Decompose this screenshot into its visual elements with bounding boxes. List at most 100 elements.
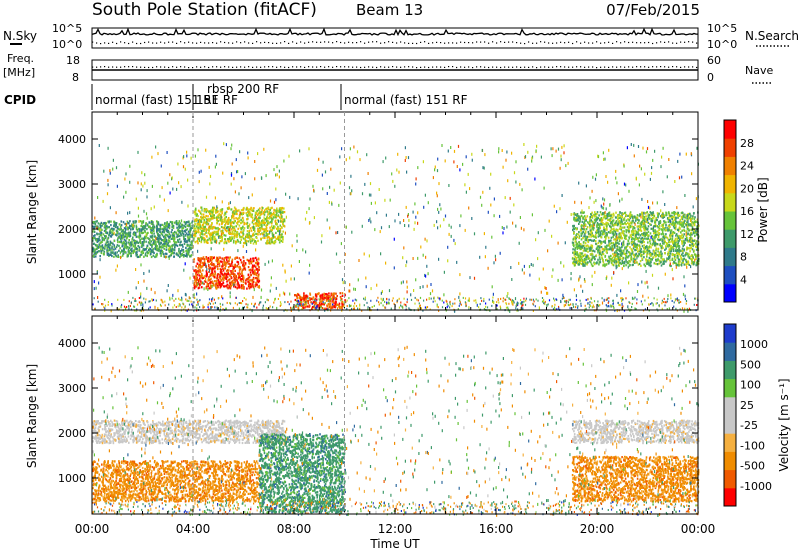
data-cell bbox=[261, 209, 263, 212]
beam-label: Beam 13 bbox=[356, 1, 423, 19]
data-cell bbox=[248, 210, 251, 213]
data-cell bbox=[167, 226, 170, 229]
data-cell bbox=[130, 242, 133, 245]
data-cell bbox=[654, 225, 656, 228]
data-cell bbox=[122, 232, 124, 235]
data-cell bbox=[101, 240, 103, 244]
data-cell bbox=[218, 223, 221, 226]
data-cell bbox=[235, 242, 237, 245]
data-cell bbox=[626, 243, 629, 246]
data-cell bbox=[242, 277, 245, 280]
data-cell bbox=[657, 258, 659, 261]
nsearch-point bbox=[520, 42, 522, 44]
data-cell bbox=[618, 227, 621, 230]
data-cell bbox=[130, 225, 133, 228]
data-cell bbox=[211, 269, 213, 272]
nave-point bbox=[328, 66, 330, 68]
data-cell bbox=[226, 280, 228, 283]
data-cell bbox=[207, 279, 210, 282]
data-cell bbox=[242, 256, 245, 259]
data-cell bbox=[234, 281, 237, 284]
data-cell bbox=[574, 213, 577, 216]
data-cell bbox=[173, 235, 176, 238]
nave-point bbox=[324, 66, 326, 68]
data-cell bbox=[166, 244, 168, 247]
nsearch-point bbox=[112, 41, 114, 43]
data-cell bbox=[232, 232, 234, 235]
data-cell bbox=[602, 240, 605, 243]
data-cell bbox=[646, 211, 648, 214]
nave-point bbox=[500, 66, 502, 69]
data-cell bbox=[207, 238, 209, 241]
data-cell bbox=[631, 264, 634, 267]
data-cell bbox=[327, 296, 330, 299]
data-cell bbox=[645, 259, 648, 262]
nave-point bbox=[168, 66, 170, 69]
nave-point bbox=[396, 66, 398, 68]
data-cell bbox=[199, 234, 201, 237]
nave-point bbox=[468, 66, 470, 68]
data-cell bbox=[118, 235, 120, 238]
data-cell bbox=[92, 225, 94, 228]
data-cell bbox=[186, 239, 188, 242]
data-cell bbox=[692, 250, 695, 253]
data-cell bbox=[341, 292, 344, 295]
data-cell bbox=[107, 252, 110, 255]
data-cell bbox=[186, 255, 188, 258]
data-cell bbox=[161, 243, 164, 246]
nave-point bbox=[308, 66, 310, 68]
nsearch-point bbox=[272, 42, 274, 44]
nave-point bbox=[588, 66, 590, 68]
data-cell bbox=[607, 231, 610, 234]
data-cell bbox=[258, 216, 260, 219]
data-cell bbox=[246, 230, 249, 233]
data-cell bbox=[277, 237, 279, 240]
data-cell bbox=[186, 228, 189, 231]
data-cell bbox=[142, 248, 144, 251]
data-cell bbox=[120, 236, 123, 239]
data-cell bbox=[187, 220, 190, 223]
data-cell bbox=[256, 277, 259, 280]
data-cell bbox=[256, 232, 258, 235]
data-cell bbox=[255, 272, 257, 276]
data-cell bbox=[678, 220, 681, 223]
nsearch-point bbox=[292, 41, 294, 43]
data-cell bbox=[160, 254, 162, 257]
data-cell bbox=[92, 247, 94, 251]
data-cell bbox=[148, 225, 151, 229]
data-cell bbox=[118, 232, 120, 235]
data-cell bbox=[176, 244, 179, 247]
nsearch-point bbox=[128, 42, 130, 45]
data-cell bbox=[175, 243, 177, 247]
data-cell bbox=[664, 248, 666, 251]
data-cell bbox=[155, 254, 157, 257]
data-cell bbox=[336, 303, 339, 306]
nsearch-point bbox=[568, 41, 570, 43]
data-cell bbox=[275, 210, 277, 214]
data-cell bbox=[142, 228, 145, 231]
data-cell bbox=[165, 240, 168, 243]
data-cell bbox=[203, 216, 205, 219]
data-cell bbox=[119, 225, 122, 228]
data-cell bbox=[256, 220, 258, 223]
nsearch-point bbox=[436, 41, 438, 43]
data-cell bbox=[669, 225, 671, 228]
data-cell bbox=[339, 292, 342, 295]
data-cell bbox=[232, 226, 234, 229]
data-cell bbox=[267, 220, 269, 223]
data-cell bbox=[230, 237, 232, 240]
data-cell bbox=[616, 241, 619, 244]
data-cell bbox=[135, 247, 138, 250]
data-cell bbox=[212, 256, 215, 260]
data-cell bbox=[120, 224, 123, 227]
data-cell bbox=[201, 257, 204, 260]
data-cell bbox=[207, 241, 209, 244]
data-cell bbox=[657, 247, 659, 250]
data-cell bbox=[257, 214, 259, 217]
data-cell bbox=[215, 227, 218, 230]
data-cell bbox=[232, 213, 234, 216]
nave-point bbox=[664, 66, 666, 68]
data-cell bbox=[610, 236, 613, 239]
data-cell bbox=[179, 231, 182, 235]
data-cell bbox=[679, 218, 682, 222]
